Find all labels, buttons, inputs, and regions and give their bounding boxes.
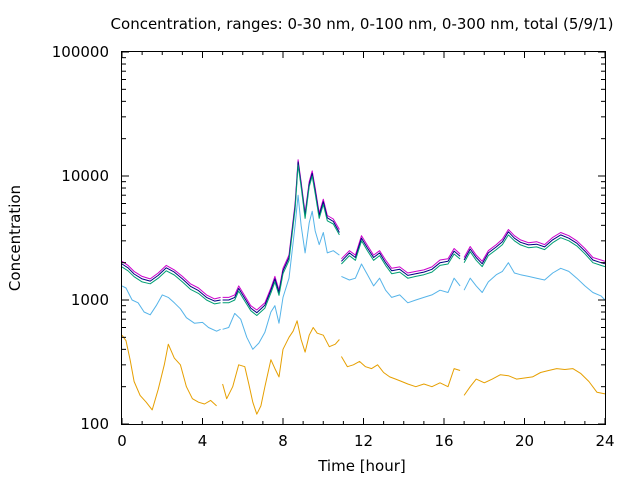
series-segment (121, 285, 221, 332)
series-segment (463, 229, 606, 262)
series-segment (222, 159, 340, 311)
x-tick-label: 20 (515, 432, 534, 450)
series-segment (121, 334, 217, 411)
series-segment (341, 240, 461, 279)
series-segment (463, 262, 606, 301)
series-segment (121, 263, 221, 302)
series-layer (121, 159, 606, 415)
series-segment (463, 368, 606, 396)
series-segment (121, 260, 221, 300)
series-line (121, 194, 606, 350)
x-axis-label: Time [hour] (317, 457, 406, 475)
series-line (121, 320, 606, 415)
series-line (121, 161, 606, 314)
x-tick-label: 12 (354, 432, 373, 450)
series-segment (340, 356, 461, 388)
series-segment (341, 235, 461, 274)
plot-frame (121, 51, 606, 425)
x-tick-label: 4 (198, 432, 208, 450)
x-tick-label: 16 (434, 432, 453, 450)
series-segment (121, 266, 221, 305)
series-line (121, 159, 606, 311)
y-tick-label: 1000 (71, 291, 109, 309)
y-axis-label: Concentration (6, 185, 24, 291)
series-segment (463, 234, 606, 268)
x-tick-label: 8 (278, 432, 288, 450)
ticks-layer: 0 4 8 12 16 20 24 100 1000 10000 100000 (52, 43, 615, 450)
y-tick-label: 100 (80, 415, 109, 433)
y-tick-label: 10000 (61, 167, 109, 185)
series-segment (222, 164, 340, 316)
series-segment (341, 263, 461, 304)
y-tick-label: 100000 (52, 43, 109, 61)
series-line (121, 164, 606, 316)
series-segment (341, 237, 461, 276)
series-segment (222, 194, 340, 350)
x-tick-label: 24 (595, 432, 614, 450)
x-tick-label: 0 (117, 432, 127, 450)
chart-title: Concentration, ranges: 0-30 nm, 0-100 nm… (111, 15, 614, 33)
series-segment (463, 231, 606, 265)
series-segment (222, 320, 340, 415)
